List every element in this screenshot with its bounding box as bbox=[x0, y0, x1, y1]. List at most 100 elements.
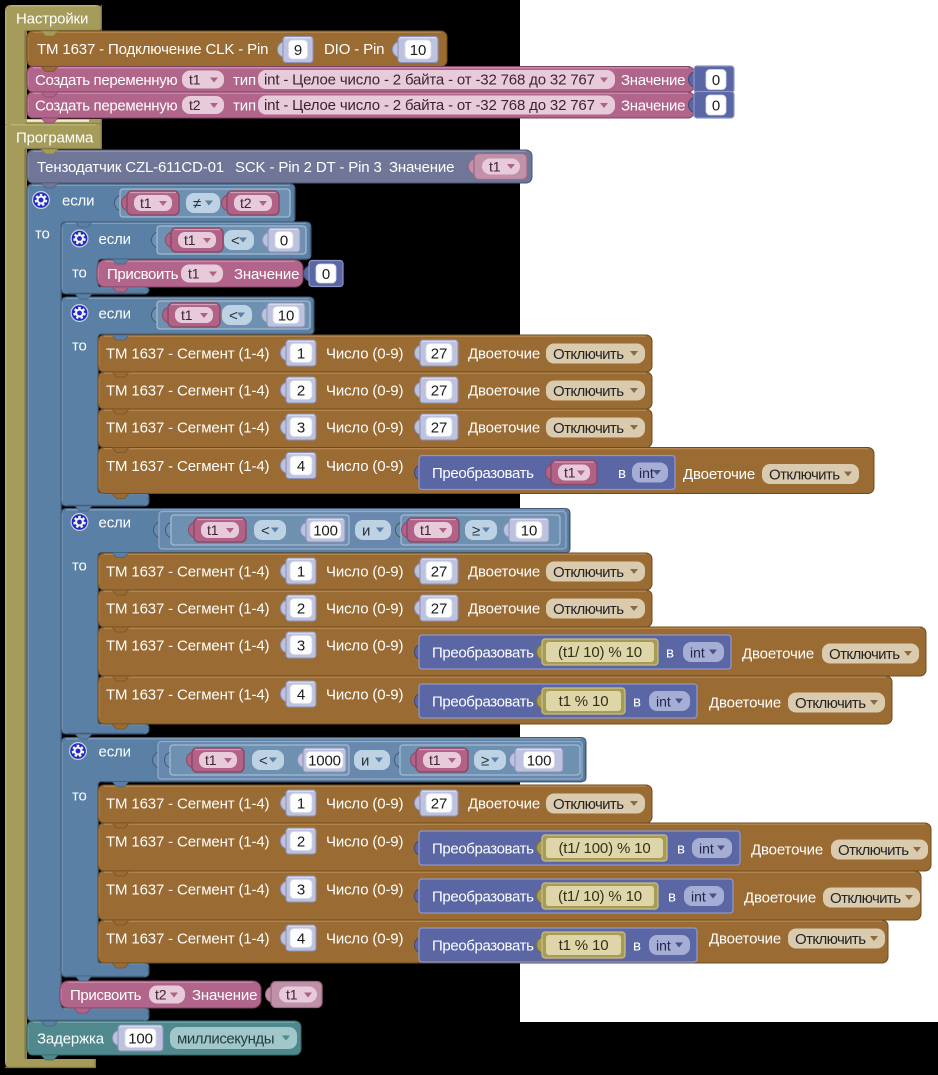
svg-text:Преобразовать: Преобразовать bbox=[432, 644, 534, 661]
svg-text:3: 3 bbox=[297, 637, 305, 654]
svg-text:0: 0 bbox=[322, 266, 330, 283]
svg-text:Двоеточие: Двоеточие bbox=[751, 842, 823, 859]
svg-text:тип: тип bbox=[233, 97, 256, 114]
svg-text:миллисекунды: миллисекунды bbox=[177, 1030, 274, 1047]
svg-text:ТМ 1637 - Сегмент (1-4): ТМ 1637 - Сегмент (1-4) bbox=[106, 458, 270, 475]
svg-text:Двоеточие: Двоеточие bbox=[468, 383, 540, 400]
svg-text:Двоеточие: Двоеточие bbox=[742, 646, 814, 663]
svg-text:Присвоить: Присвоить bbox=[70, 987, 142, 1004]
svg-text:27: 27 bbox=[431, 563, 447, 580]
svg-text:ТМ 1637 - Сегмент (1-4): ТМ 1637 - Сегмент (1-4) bbox=[106, 420, 270, 437]
svg-text:10: 10 bbox=[521, 522, 537, 539]
svg-text:t1: t1 bbox=[286, 987, 298, 1003]
svg-text:Преобразовать: Преобразовать bbox=[432, 840, 534, 857]
svg-text:Число (0-9): Число (0-9) bbox=[326, 882, 403, 899]
svg-text:Двоеточие: Двоеточие bbox=[468, 420, 540, 437]
svg-text:ТМ 1637 - Сегмент (1-4): ТМ 1637 - Сегмент (1-4) bbox=[106, 346, 270, 363]
svg-text:27: 27 bbox=[431, 382, 447, 399]
svg-text:int: int bbox=[691, 888, 706, 904]
svg-text:ТМ 1637 - Сегмент (1-4): ТМ 1637 - Сегмент (1-4) bbox=[106, 601, 270, 618]
svg-text:ТМ 1637 - Сегмент (1-4): ТМ 1637 - Сегмент (1-4) bbox=[106, 796, 270, 813]
svg-text:Преобразовать: Преобразовать bbox=[432, 937, 534, 954]
svg-text:9: 9 bbox=[294, 42, 302, 59]
svg-text:t1: t1 bbox=[181, 307, 193, 323]
svg-text:Отключить: Отключить bbox=[829, 646, 900, 663]
svg-text:t2: t2 bbox=[240, 195, 252, 211]
svg-text:27: 27 bbox=[431, 419, 447, 436]
svg-text:int: int bbox=[639, 465, 654, 481]
svg-text:если: если bbox=[99, 743, 131, 760]
svg-text:Отключить: Отключить bbox=[795, 931, 866, 948]
svg-text:100: 100 bbox=[313, 522, 338, 539]
svg-text:Преобразовать: Преобразовать bbox=[432, 465, 534, 482]
svg-text:t1: t1 bbox=[429, 752, 441, 768]
svg-text:SCK - Pin 2 DT - Pin 3: SCK - Pin 2 DT - Pin 3 bbox=[235, 159, 382, 176]
svg-text:<: < bbox=[229, 307, 238, 324]
svg-text:Число (0-9): Число (0-9) bbox=[326, 458, 403, 475]
svg-text:если: если bbox=[99, 231, 131, 248]
svg-text:100: 100 bbox=[527, 752, 552, 769]
svg-text:Двоеточие: Двоеточие bbox=[468, 796, 540, 813]
svg-text:(t1/ 100) % 10: (t1/ 100) % 10 bbox=[558, 840, 650, 857]
svg-text:Двоеточие: Двоеточие bbox=[709, 695, 781, 712]
svg-text:Присвоить: Присвоить bbox=[107, 266, 179, 283]
svg-text:Отключить: Отключить bbox=[553, 601, 624, 618]
svg-text:в: в bbox=[618, 465, 626, 482]
svg-text:и: и bbox=[361, 752, 369, 769]
svg-text:t1: t1 bbox=[489, 159, 501, 175]
svg-text:4: 4 bbox=[297, 458, 305, 475]
svg-text:Отключить: Отключить bbox=[838, 842, 909, 859]
svg-text:Создать переменную: Создать переменную bbox=[35, 97, 177, 114]
svg-text:Двоеточие: Двоеточие bbox=[468, 601, 540, 618]
svg-text:int - Целое число - 2 байта -: int - Целое число - 2 байта - от -32 768… bbox=[264, 72, 595, 89]
svg-text:Отключить: Отключить bbox=[553, 420, 624, 437]
svg-text:Отключить: Отключить bbox=[830, 890, 901, 907]
svg-text:10: 10 bbox=[278, 307, 294, 324]
svg-text:3: 3 bbox=[297, 419, 305, 436]
svg-text:27: 27 bbox=[431, 795, 447, 812]
svg-text:Двоеточие: Двоеточие bbox=[744, 890, 816, 907]
svg-text:Значение: Значение bbox=[234, 266, 299, 283]
svg-text:ТМ 1637 - Сегмент (1-4): ТМ 1637 - Сегмент (1-4) bbox=[106, 638, 270, 655]
svg-text:Двоеточие: Двоеточие bbox=[709, 931, 781, 948]
svg-text:Число (0-9): Число (0-9) bbox=[326, 687, 403, 704]
svg-text:Отключить: Отключить bbox=[553, 383, 624, 400]
svg-text:Число (0-9): Число (0-9) bbox=[326, 346, 403, 363]
svg-text:Значение: Значение bbox=[621, 97, 685, 114]
svg-text:Двоеточие: Двоеточие bbox=[468, 346, 540, 363]
svg-text:0: 0 bbox=[280, 232, 288, 249]
svg-text:Отключить: Отключить bbox=[553, 564, 624, 581]
svg-text:int - Целое число - 2 байта -: int - Целое число - 2 байта - от -32 768… bbox=[264, 97, 595, 114]
svg-text:t1: t1 bbox=[420, 522, 432, 538]
svg-text:Число (0-9): Число (0-9) bbox=[326, 796, 403, 813]
svg-text:Число (0-9): Число (0-9) bbox=[326, 601, 403, 618]
svg-text:1000: 1000 bbox=[308, 752, 341, 769]
svg-text:≠: ≠ bbox=[193, 195, 201, 212]
svg-text:2: 2 bbox=[297, 382, 305, 399]
svg-text:<: < bbox=[231, 232, 240, 249]
svg-text:<: < bbox=[261, 522, 270, 539]
svg-text:Преобразовать: Преобразовать bbox=[432, 693, 534, 710]
svg-text:4: 4 bbox=[297, 930, 305, 947]
svg-text:2: 2 bbox=[297, 833, 305, 850]
svg-text:то: то bbox=[72, 264, 87, 281]
svg-text:ТМ 1637 - Сегмент (1-4): ТМ 1637 - Сегмент (1-4) bbox=[106, 564, 270, 581]
svg-text:Число (0-9): Число (0-9) bbox=[326, 931, 403, 948]
svg-text:ТМ 1637 - Сегмент (1-4): ТМ 1637 - Сегмент (1-4) bbox=[106, 687, 270, 704]
svg-text:27: 27 bbox=[431, 600, 447, 617]
svg-text:то: то bbox=[35, 225, 50, 242]
svg-text:Значение: Значение bbox=[192, 987, 257, 1004]
svg-text:10: 10 bbox=[410, 42, 426, 59]
svg-text:в: в bbox=[677, 840, 685, 857]
svg-text:int: int bbox=[656, 937, 671, 953]
svg-text:4: 4 bbox=[297, 686, 305, 703]
svg-text:Тензодатчик CZL-611CD-01: Тензодатчик CZL-611CD-01 bbox=[37, 159, 224, 176]
svg-text:≥: ≥ bbox=[481, 752, 489, 769]
svg-text:Число (0-9): Число (0-9) bbox=[326, 638, 403, 655]
svg-text:t1 % 10: t1 % 10 bbox=[559, 693, 609, 710]
svg-text:ТМ 1637 - Сегмент (1-4): ТМ 1637 - Сегмент (1-4) bbox=[106, 834, 270, 851]
svg-text:int: int bbox=[690, 644, 705, 660]
svg-text:Задержка: Задержка bbox=[37, 1031, 105, 1048]
svg-text:t1: t1 bbox=[184, 232, 196, 248]
svg-text:Отключить: Отключить bbox=[553, 346, 624, 363]
